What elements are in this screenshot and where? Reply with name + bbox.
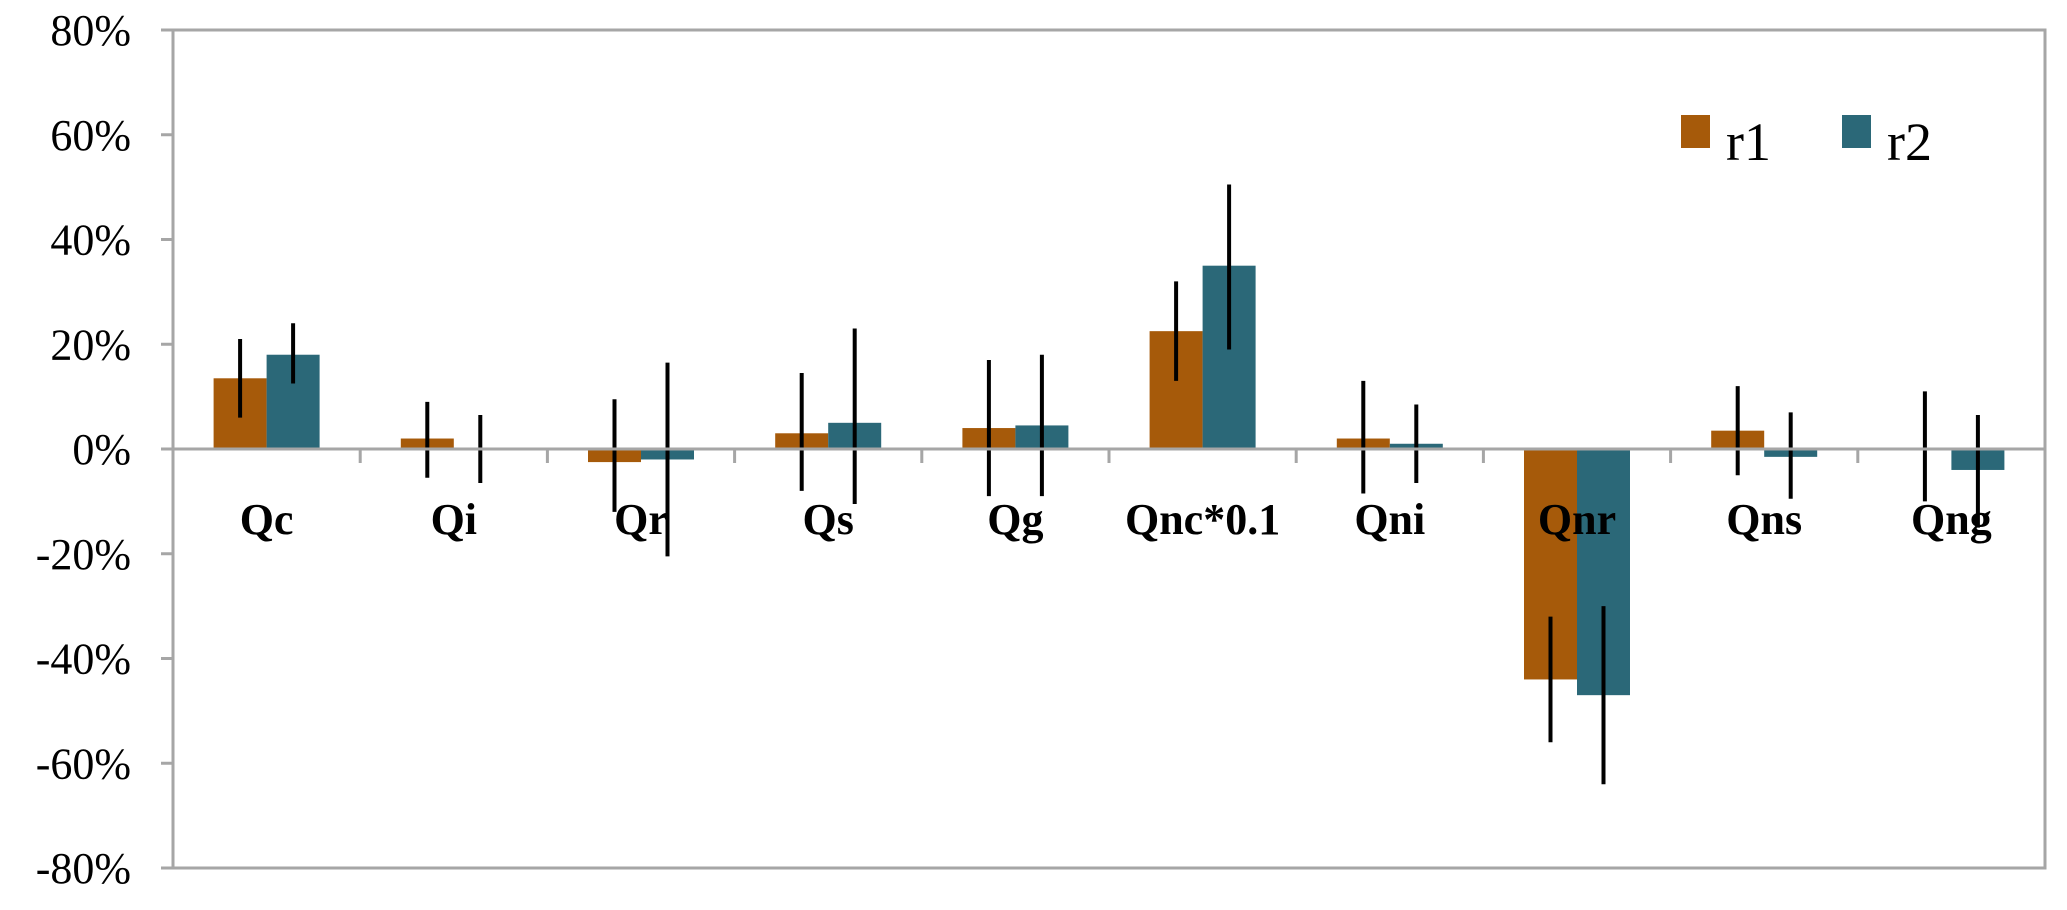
y-tick-label: -80% — [36, 844, 131, 893]
y-tick-label: 60% — [50, 111, 131, 160]
category-label: Qs — [803, 495, 854, 544]
y-tick-label: -40% — [36, 635, 131, 684]
legend-swatch-r2 — [1842, 115, 1871, 148]
category-label: Qnr — [1538, 495, 1616, 544]
zero-axis — [173, 447, 2045, 463]
category-label: Qnc*0.1 — [1125, 495, 1280, 544]
category-label: Qc — [240, 495, 294, 544]
category-label: Qng — [1911, 495, 1992, 544]
category-label: Qg — [987, 495, 1043, 544]
y-tick-label: -20% — [36, 530, 131, 579]
error-bars — [238, 184, 1980, 785]
y-tick-label: 80% — [50, 6, 131, 55]
legend: r1 r2 — [1681, 112, 1932, 172]
legend-swatch-r1 — [1681, 115, 1710, 148]
y-tick-label: 40% — [50, 216, 131, 265]
y-tick-label: 0% — [72, 425, 131, 474]
category-labels: Qc Qi Qr Qs Qg Qnc*0.1 Qni Qnr Qns Qng — [240, 495, 1992, 544]
category-label: Qns — [1726, 495, 1802, 544]
legend-label-r2: r2 — [1887, 112, 1932, 172]
category-label: Qr — [614, 495, 668, 544]
category-label: Qi — [431, 495, 477, 544]
category-label: Qni — [1354, 495, 1425, 544]
y-axis-tick-labels: 80% 60% 40% 20% 0% -20% -40% -60% -80% — [36, 6, 173, 893]
legend-label-r1: r1 — [1726, 112, 1771, 172]
y-tick-label: 20% — [50, 320, 131, 369]
y-tick-label: -60% — [36, 739, 131, 788]
